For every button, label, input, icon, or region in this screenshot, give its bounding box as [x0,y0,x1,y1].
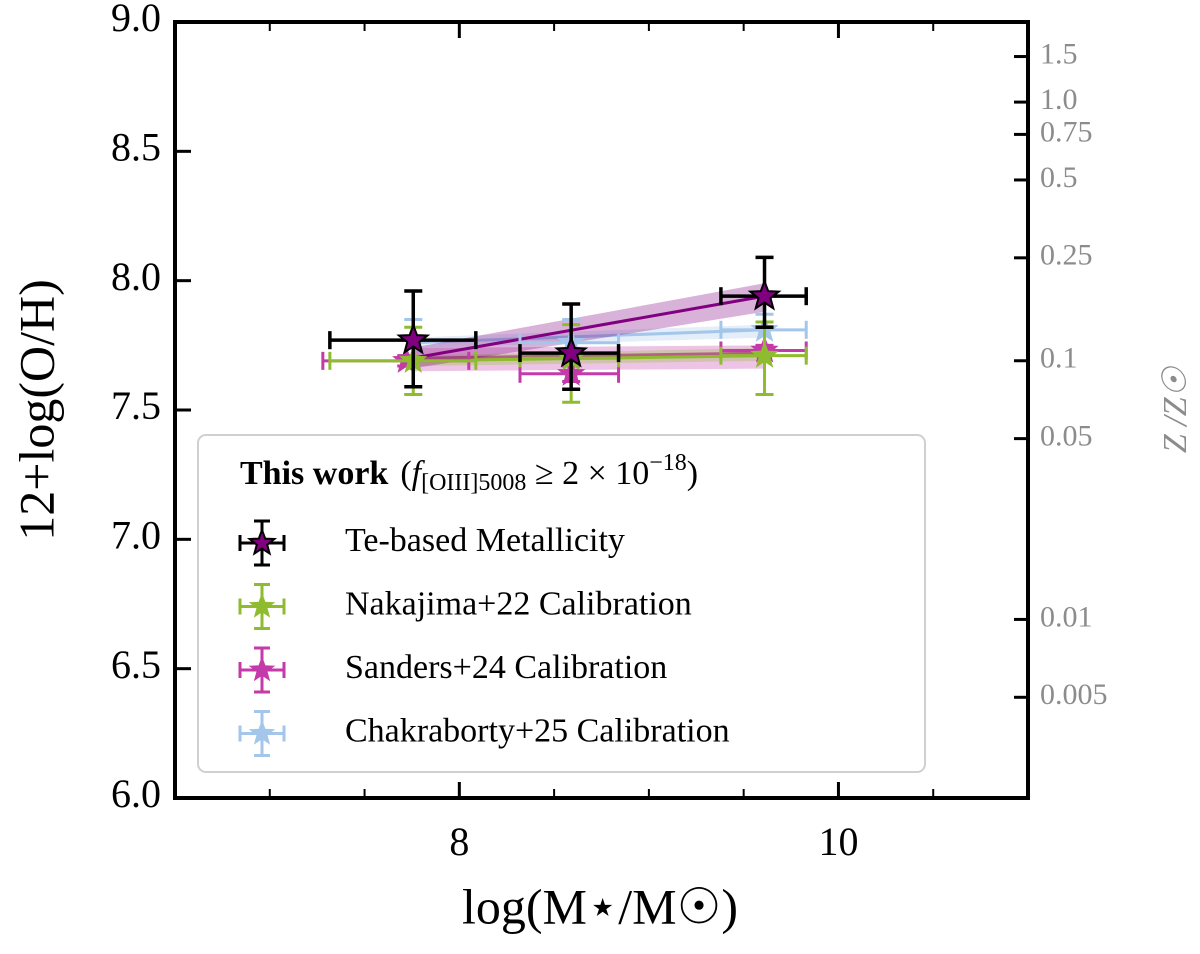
legend-condition: [OIII]5008 [421,470,526,496]
point [750,340,779,368]
y2-tick-label: 0.005 [1040,678,1108,711]
x-tick-label: 8 [449,819,469,864]
x-tick-label: 10 [818,819,858,864]
y-tick-label: 7.0 [111,513,161,558]
y2-tick-label: 1.0 [1040,83,1078,116]
plot-frame [173,20,1030,800]
y2-tick-label: 0.25 [1040,239,1093,272]
y-axis-label: 12+log(O/H) [8,279,64,541]
legend-title: This work (f[OIII]5008 ≥ 2 × 10−18) [240,450,698,496]
legend-label: Sanders+24 Calibration [345,649,667,686]
y-tick-label: 6.0 [111,771,161,816]
legend-label: Chakraborty+25 Calibration [345,712,730,749]
y-tick-label: 9.0 [111,0,161,40]
legend-title-bold: This work [240,455,388,492]
y-tick-label: 6.5 [111,642,161,687]
y2-tick-label: 0.1 [1040,342,1078,375]
y-tick-label: 7.5 [111,383,161,428]
point [396,322,431,355]
fit-line [411,294,765,360]
legend-condition: −18 [649,450,687,476]
legend-box [197,434,926,773]
y2-tick-label: 0.01 [1040,600,1093,633]
fit-line [411,351,765,360]
x-axis-label: log(M⋆/M☉) [462,878,738,934]
legend-handle [246,527,278,556]
y2-axis-label: Z /Z☉ [1157,365,1194,453]
point [747,278,782,311]
y2-tick-label: 1.5 [1040,37,1078,70]
legend-label: Te-based Metallicity [345,522,625,559]
legend-condition: ≥ 2 × 10 [526,455,649,492]
y2-tick-label: 0.5 [1040,161,1078,194]
legend-condition: ) [687,455,698,492]
y2-tick-label: 0.75 [1040,115,1093,148]
legend-handle [248,592,276,618]
y2-tick-label: 0.05 [1040,420,1093,453]
y-tick-label: 8.5 [111,125,161,170]
point [554,335,589,368]
y-tick-label: 8.0 [111,254,161,299]
legend-condition: ( [400,455,411,492]
legend-label: Nakajima+22 Calibration [345,585,692,622]
legend-handle [248,656,276,682]
legend-handle [248,719,276,745]
